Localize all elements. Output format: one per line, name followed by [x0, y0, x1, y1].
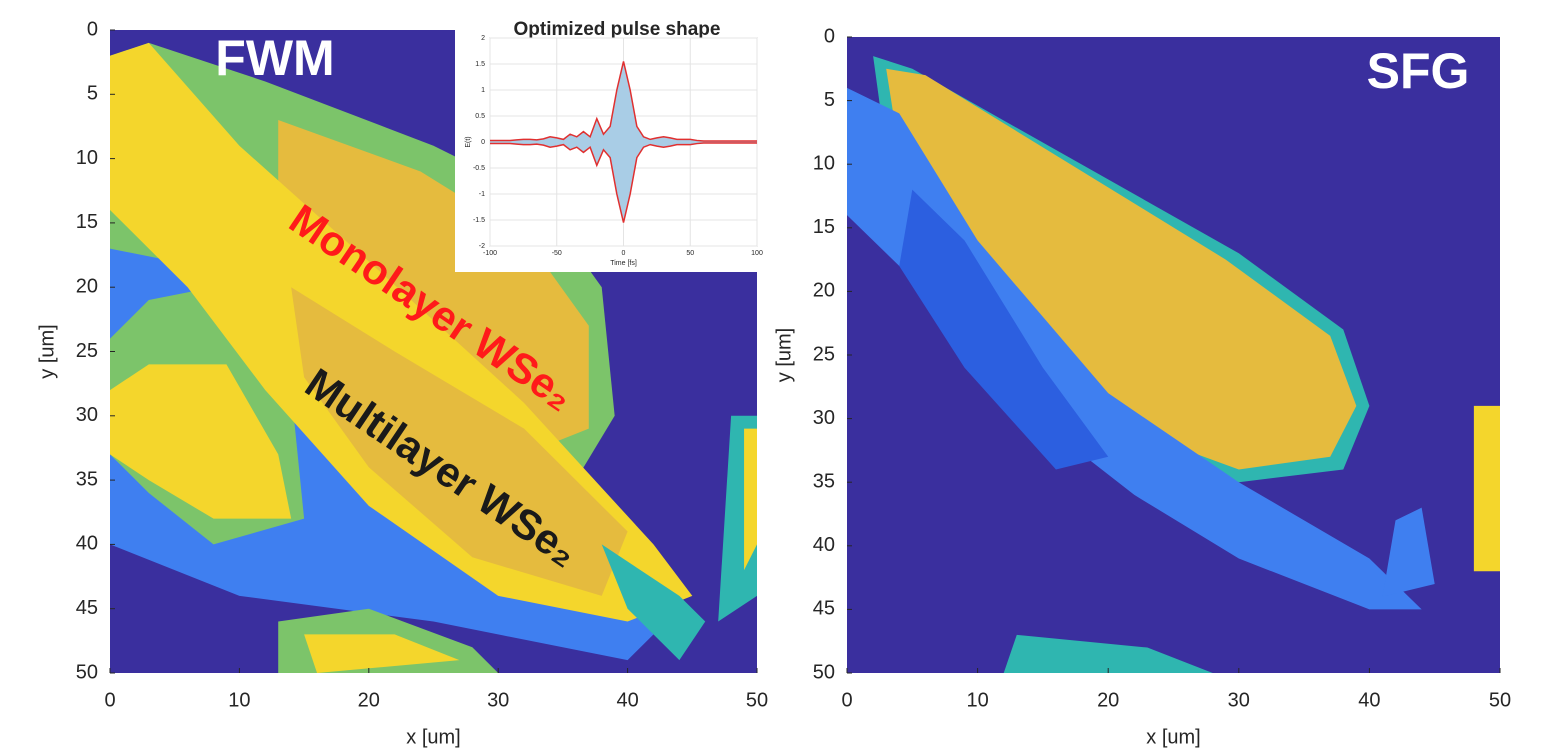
y-axis-label: y [um] [773, 328, 795, 382]
y-tick-label: 0.5 [475, 113, 485, 120]
y-tick-label: 15 [813, 216, 835, 238]
y-tick-label: 5 [824, 89, 835, 111]
y-tick-label: 50 [76, 661, 98, 683]
y-tick-label: 35 [813, 470, 835, 492]
heatmap-region [278, 120, 589, 455]
y-tick-label: 1.5 [475, 61, 485, 68]
x-tick-label: 30 [487, 689, 509, 711]
pulse-fill [490, 61, 757, 223]
x-tick-label: 50 [686, 250, 694, 257]
heatmap-image [847, 37, 1500, 673]
y-tick-label: 0 [481, 139, 485, 146]
y-tick-label: 25 [76, 340, 98, 362]
y-tick-label: 15 [76, 211, 98, 233]
x-tick-label: 0 [104, 689, 115, 711]
x-tick-label: 0 [841, 689, 852, 711]
panel-title: SFG [1367, 43, 1470, 99]
heatmap-region [304, 634, 460, 673]
envelope-line [490, 142, 757, 223]
x-tick-label: -50 [552, 250, 562, 257]
heatmap-region [744, 428, 757, 571]
x-tick-label: 100 [751, 250, 763, 257]
y-tick-label: 20 [813, 280, 835, 302]
y-tick-label: 50 [813, 661, 835, 683]
heatmap-region [899, 189, 1109, 470]
x-tick-label: 10 [966, 689, 988, 711]
x-tick-label: 40 [1358, 689, 1380, 711]
x-tick-label: 10 [228, 689, 250, 711]
x-tick-label: 0 [622, 250, 626, 257]
heatmap-region [601, 544, 706, 661]
heatmap-region [1382, 507, 1435, 597]
x-tick-label: 30 [1228, 689, 1250, 711]
y-tick-label: 10 [76, 147, 98, 169]
heatmap-region [291, 287, 628, 596]
y-tick-label: 0 [87, 18, 98, 40]
y-axis-label: E(t) [465, 136, 472, 147]
heatmap-region [1473, 405, 1500, 572]
y-tick-label: 20 [76, 275, 98, 297]
inset-title: Optimized pulse shape [514, 19, 721, 40]
x-axis-label: x [um] [1146, 726, 1200, 748]
x-tick-label: 40 [616, 689, 638, 711]
y-tick-label: 45 [76, 597, 98, 619]
y-tick-label: 30 [813, 407, 835, 429]
y-tick-label: 40 [76, 533, 98, 555]
heatmap-region [847, 87, 1422, 610]
x-axis-label: Time [fs] [610, 260, 637, 267]
y-tick-label: 40 [813, 534, 835, 556]
x-tick-label: 50 [1489, 689, 1511, 711]
y-tick-label: 45 [813, 598, 835, 620]
heatmap-region [110, 364, 292, 519]
x-tick-label: 50 [746, 689, 768, 711]
y-tick-label: 25 [813, 343, 835, 365]
y-tick-label: 10 [813, 152, 835, 174]
y-tick-label: 35 [76, 468, 98, 490]
y-tick-label: -2 [479, 243, 485, 250]
y-tick-label: 5 [87, 83, 98, 105]
y-tick-label: -1 [479, 191, 485, 198]
envelope-line [490, 61, 757, 142]
x-tick-label: 20 [358, 689, 380, 711]
y-tick-label: 1 [481, 87, 485, 94]
heatmap-region [886, 68, 1357, 470]
x-tick-label: 20 [1097, 689, 1119, 711]
x-tick-label: -100 [483, 250, 497, 257]
y-tick-label: 0 [824, 25, 835, 47]
heatmap-region [1003, 634, 1213, 673]
y-tick-label: -1.5 [473, 217, 485, 224]
panel-title: FWM [215, 30, 334, 86]
y-tick-label: 2 [481, 35, 485, 42]
y-axis-label: y [um] [36, 324, 58, 378]
y-tick-label: -0.5 [473, 165, 485, 172]
x-axis-label: x [um] [406, 726, 460, 748]
y-tick-label: 30 [76, 404, 98, 426]
